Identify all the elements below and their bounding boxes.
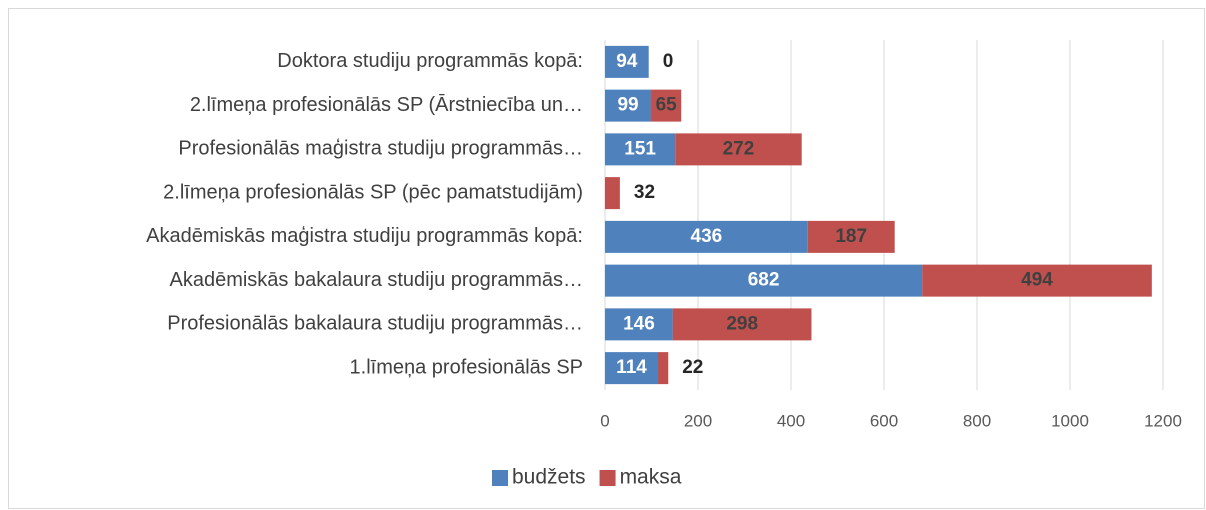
x-tick-label: 800 (963, 411, 991, 430)
data-label: 436 (691, 226, 723, 247)
y-tick-label: 2.līmeņa profesionālās SP (Ārstniecība u… (190, 93, 583, 116)
y-tick-label: Profesionālās bakalaura studiju programm… (167, 313, 583, 335)
bar-segment (605, 133, 676, 166)
bar-segment (605, 177, 620, 210)
data-label: 94 (616, 51, 638, 72)
bar-segment (605, 308, 673, 341)
bar-segment (658, 352, 669, 385)
x-tick-label: 400 (777, 411, 805, 430)
data-label: 187 (835, 226, 867, 247)
bar-segment (605, 45, 649, 78)
data-label: 32 (634, 182, 655, 203)
data-label: 146 (623, 313, 655, 334)
data-label: 682 (748, 270, 780, 291)
bar-segment (605, 352, 659, 385)
x-tick-label: 0 (600, 411, 609, 430)
data-label: 65 (656, 95, 678, 116)
legend-swatch (599, 470, 616, 486)
x-tick-label: 1200 (1144, 411, 1182, 430)
bar-segment (605, 89, 652, 122)
bar-segment (675, 133, 802, 166)
y-tick-label: Doktora studiju programmās kopā: (277, 50, 583, 72)
y-tick-label: Akadēmiskās maģistra studiju programmās … (146, 225, 583, 247)
x-tick-label: 200 (684, 411, 712, 430)
data-label: 494 (1021, 270, 1053, 291)
bar-segment (922, 264, 1152, 297)
data-label: 22 (682, 357, 703, 378)
legend-swatch (492, 470, 508, 486)
data-label: 151 (624, 138, 656, 159)
chart-frame (8, 8, 1205, 509)
bar-segment (605, 220, 808, 253)
y-tick-label: Akadēmiskās bakalaura studiju programmās… (169, 269, 583, 291)
y-tick-label: 2.līmeņa profesionālās SP (pēc pamatstud… (163, 181, 583, 203)
data-label: 0 (663, 51, 674, 72)
bar-segment (672, 308, 812, 341)
data-label: 114 (616, 357, 647, 378)
data-label: 99 (617, 95, 638, 116)
legend-label: budžets (512, 466, 586, 489)
legend-label: maksa (620, 466, 682, 489)
bar-segment (605, 264, 923, 297)
y-tick-label: 1.līmeņa profesionālās SP (350, 356, 583, 378)
bar-segment (807, 220, 895, 253)
data-label: 298 (726, 313, 758, 334)
x-tick-label: 600 (870, 411, 898, 430)
bar-segment (651, 89, 682, 122)
data-label: 272 (723, 138, 755, 159)
x-tick-label: 1000 (1051, 411, 1089, 430)
y-tick-label: Profesionālās maģistra studiju programmā… (178, 138, 583, 160)
